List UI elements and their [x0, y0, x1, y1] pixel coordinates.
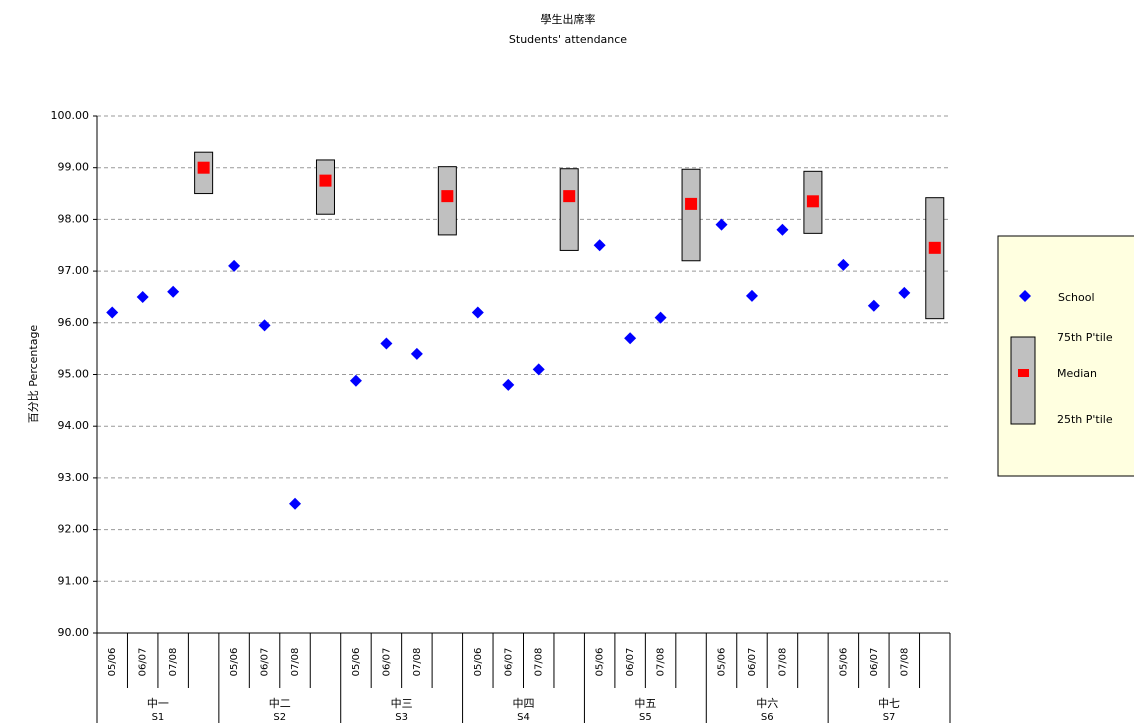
school-point	[654, 311, 667, 324]
x-tick-label: 05/06	[595, 648, 606, 677]
x-tick-label: 07/08	[777, 648, 788, 677]
x-tick-label: 06/07	[625, 648, 636, 677]
x-tick-label: 05/06	[717, 648, 728, 677]
x-tick-label: 07/08	[534, 648, 545, 677]
group-label: 中三	[391, 697, 413, 710]
x-tick-label: 06/07	[747, 648, 758, 677]
x-tick-label: 07/08	[290, 648, 301, 677]
y-tick-label: 98.00	[58, 212, 90, 225]
school-point	[258, 319, 271, 332]
y-axis-label: 百分比 Percentage	[27, 325, 40, 424]
x-tick-label: 06/07	[260, 648, 271, 677]
median-mark	[685, 197, 698, 210]
group-label: 中四	[513, 697, 535, 710]
x-tick-label: 07/08	[899, 648, 910, 677]
y-tick-label: 90.00	[58, 626, 90, 639]
median-mark	[319, 174, 332, 187]
legend-label: 25th P'tile	[1057, 413, 1113, 426]
school-point	[624, 332, 637, 345]
median-mark	[441, 190, 454, 203]
chart-title: 學生出席率	[541, 12, 596, 26]
y-tick-label: 97.00	[58, 264, 90, 277]
school-point	[167, 285, 180, 298]
x-tick-label: 06/07	[138, 648, 149, 677]
legend-label: 75th P'tile	[1057, 331, 1113, 344]
school-point	[228, 259, 241, 272]
school-point	[136, 290, 149, 303]
percentile-box	[925, 197, 945, 320]
y-tick-label: 99.00	[58, 161, 90, 174]
median-mark	[928, 241, 941, 254]
group-label: 中七	[878, 697, 900, 710]
school-point	[106, 306, 119, 319]
school-point	[593, 239, 606, 252]
legend-school-marker	[1019, 290, 1031, 302]
median-mark	[563, 190, 576, 203]
percentile-box	[315, 159, 335, 215]
school-point	[410, 347, 423, 360]
group-code: S7	[883, 712, 896, 723]
percentile-box	[681, 168, 701, 262]
school-point	[502, 378, 515, 391]
school-point	[898, 286, 911, 299]
group-code: S3	[395, 712, 408, 723]
school-point	[349, 374, 362, 387]
school-point	[867, 299, 880, 312]
median-mark	[197, 161, 210, 174]
legend-box-marker	[1010, 336, 1036, 425]
school-point	[380, 337, 393, 350]
group-code: S1	[152, 712, 165, 723]
school-point	[471, 306, 484, 319]
x-tick-label: 07/08	[656, 648, 667, 677]
legend-label: Median	[1057, 367, 1097, 380]
group-code: S4	[517, 712, 530, 723]
chart-subtitle: Students' attendance	[509, 33, 627, 46]
group-code: S2	[273, 712, 286, 723]
percentile-box	[559, 168, 579, 251]
group-label: 中二	[269, 697, 291, 710]
group-code: S5	[639, 712, 652, 723]
y-tick-label: 94.00	[58, 419, 90, 432]
x-tick-label: 05/06	[473, 648, 484, 677]
school-point	[532, 363, 545, 376]
group-label: 中一	[147, 697, 169, 710]
x-tick-label: 06/07	[869, 648, 880, 677]
group-code: S6	[761, 712, 774, 723]
school-point	[289, 497, 302, 510]
y-tick-label: 95.00	[58, 368, 90, 381]
x-tick-label: 05/06	[107, 648, 118, 677]
y-tick-label: 93.00	[58, 471, 90, 484]
school-point	[715, 218, 728, 231]
legend-median-marker	[1018, 369, 1029, 377]
x-tick-label: 07/08	[412, 648, 423, 677]
y-tick-label: 96.00	[58, 316, 90, 329]
x-tick-label: 05/06	[351, 648, 362, 677]
school-point	[745, 289, 758, 302]
y-tick-label: 91.00	[58, 574, 90, 587]
group-label: 中五	[634, 697, 656, 710]
school-point	[837, 258, 850, 271]
y-tick-label: 100.00	[51, 109, 90, 122]
x-tick-label: 05/06	[229, 648, 240, 677]
x-tick-label: 06/07	[503, 648, 514, 677]
group-label: 中六	[756, 697, 778, 710]
legend-label: School	[1058, 291, 1095, 304]
school-point	[776, 223, 789, 236]
y-tick-label: 92.00	[58, 523, 90, 536]
x-tick-label: 05/06	[838, 648, 849, 677]
x-tick-label: 07/08	[168, 648, 179, 677]
median-mark	[806, 195, 819, 208]
x-tick-label: 06/07	[381, 648, 392, 677]
